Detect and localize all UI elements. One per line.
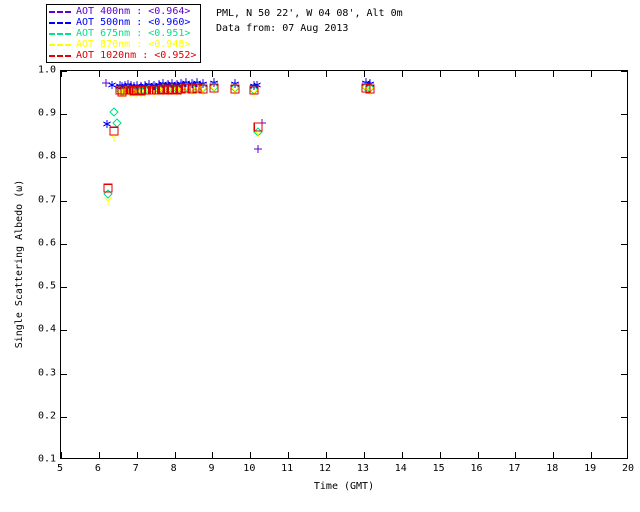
y-tick: [61, 157, 67, 159]
legend-dash-icon: [49, 32, 71, 35]
legend-label: AOT 870nm : <0.948>: [76, 39, 191, 50]
y-tick: [621, 114, 627, 116]
x-tick: [363, 71, 365, 77]
plot-area: [61, 71, 627, 458]
legend-label: AOT 675nm : <0.951>: [76, 28, 191, 39]
x-tick: [250, 452, 252, 458]
legend-label: AOT 500nm : <0.960>: [76, 17, 191, 28]
x-tick-label: 14: [394, 463, 407, 474]
x-tick-label: 5: [56, 463, 64, 474]
x-tick-label: 13: [356, 463, 369, 474]
y-tick-label: 0.8: [37, 150, 56, 162]
x-tick: [250, 71, 252, 77]
y-tick: [61, 373, 67, 375]
x-tick-label: 19: [584, 463, 597, 474]
x-tick: [174, 71, 176, 77]
x-tick: [515, 452, 517, 458]
y-tick: [621, 373, 627, 375]
y-tick-label: 0.5: [37, 280, 56, 292]
header-annotation: PML, N 50 22', W 04 08', Alt 0m Data fro…: [216, 6, 403, 36]
x-tick: [439, 452, 441, 458]
y-tick: [61, 416, 67, 418]
x-axis-title: Time (GMT): [313, 481, 375, 492]
x-tick: [136, 452, 138, 458]
y-tick: [621, 157, 627, 159]
x-tick: [591, 452, 593, 458]
y-tick: [61, 287, 67, 289]
y-tick-label: 0.4: [37, 323, 56, 335]
x-tick: [98, 71, 100, 77]
x-tick: [553, 71, 555, 77]
x-tick: [401, 71, 403, 77]
legend-dash-icon: [49, 54, 71, 57]
y-tick: [621, 243, 627, 245]
y-tick: [61, 114, 67, 116]
header-location: PML, N 50 22', W 04 08', Alt 0m: [216, 8, 403, 19]
legend-label: AOT 400nm : <0.964>: [76, 6, 191, 17]
x-tick: [477, 71, 479, 77]
x-tick: [401, 452, 403, 458]
x-tick-label: 16: [470, 463, 483, 474]
x-tick: [136, 71, 138, 77]
x-tick-label: 20: [621, 463, 635, 474]
x-tick-label: 8: [170, 463, 177, 474]
x-tick: [61, 71, 62, 77]
y-tick: [61, 243, 67, 245]
y-tick-label: 0.7: [37, 194, 56, 206]
y-tick-label: 0.9: [37, 107, 56, 119]
y-tick: [621, 200, 627, 202]
x-tick: [212, 452, 214, 458]
x-tick: [98, 452, 100, 458]
y-axis-title: Single Scattering Albedo (ω): [14, 179, 25, 349]
x-tick: [61, 452, 62, 458]
x-tick-label: 17: [508, 463, 521, 474]
legend-item-870nm: AOT 870nm : <0.948>: [49, 39, 196, 50]
y-tick: [621, 71, 627, 72]
legend: AOT 400nm : <0.964> AOT 500nm : <0.960> AO…: [46, 4, 202, 63]
x-tick: [515, 71, 517, 77]
x-tick: [212, 71, 214, 77]
y-tick-label: 1.0: [37, 64, 56, 76]
y-tick: [61, 200, 67, 202]
x-tick-label: 9: [208, 463, 215, 474]
x-tick-label: 6: [94, 463, 101, 474]
y-tick: [621, 287, 627, 289]
legend-item-675nm: AOT 675nm : <0.951>: [49, 28, 196, 39]
x-tick: [439, 71, 441, 77]
x-tick-label: 10: [243, 463, 256, 474]
x-tick: [477, 452, 479, 458]
y-tick: [61, 71, 67, 72]
x-tick-label: 18: [546, 463, 559, 474]
x-tick-label: 11: [281, 463, 294, 474]
y-tick-label: 0.6: [37, 237, 56, 249]
legend-item-500nm: AOT 500nm : <0.960>: [49, 17, 196, 28]
x-tick: [288, 452, 290, 458]
y-tick-label: 0.2: [37, 410, 56, 422]
x-tick: [288, 71, 290, 77]
legend-dash-icon: [49, 21, 71, 24]
x-tick-label: 15: [432, 463, 445, 474]
legend-item-1020nm: AOT 1020nm : <0.952>: [49, 50, 196, 61]
y-tick-label: 0.1: [37, 453, 56, 465]
x-tick-label: 7: [132, 463, 139, 474]
x-tick: [174, 452, 176, 458]
y-tick: [621, 330, 627, 332]
legend-label: AOT 1020nm : <0.952>: [76, 50, 197, 61]
x-tick-label: 12: [319, 463, 332, 474]
header-date: Data from: 07 Aug 2013: [216, 23, 349, 34]
x-tick: [326, 71, 328, 77]
legend-dash-icon: [49, 10, 71, 13]
x-tick: [326, 452, 328, 458]
x-tick: [591, 71, 593, 77]
plot-frame: [60, 70, 628, 459]
y-tick-label: 0.3: [37, 367, 56, 379]
x-tick: [363, 452, 365, 458]
y-tick: [61, 330, 67, 332]
x-tick: [553, 452, 555, 458]
legend-item-400nm: AOT 400nm : <0.964>: [49, 6, 196, 17]
legend-dash-icon: [49, 43, 71, 46]
series-aot-1020nm: [61, 71, 627, 458]
y-tick: [621, 416, 627, 418]
